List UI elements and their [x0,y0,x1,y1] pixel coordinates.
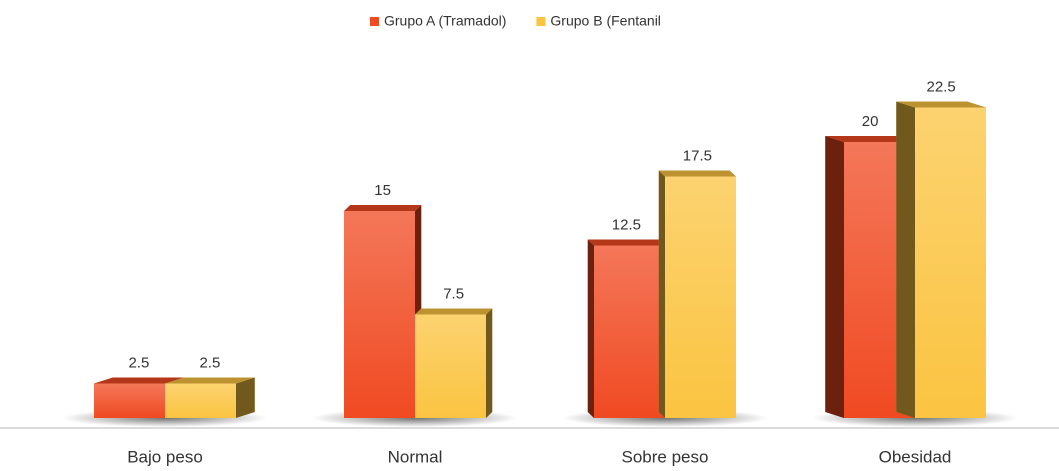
data-label: 7.5 [443,285,464,302]
bar-top-shade [94,377,184,384]
bar [415,308,493,418]
legend-label: Grupo A (Tramadol) [384,13,506,29]
bar-top-shade [165,377,255,384]
bar-top-shade [658,170,736,177]
bar-top [165,377,255,384]
bar-top [587,239,665,246]
data-label: 2.5 [199,354,220,371]
legend-label: Grupo B (Fentanil [550,13,661,29]
bar [587,239,665,418]
bar-side-shade [587,239,594,418]
x-tick-label: Bajo peso [127,447,203,466]
x-tick-label: Normal [388,447,443,466]
bar-top [825,136,915,142]
bar-top-shade [415,308,493,315]
bar-top [344,205,422,211]
data-label: 2.5 [128,354,149,371]
bar-shine [415,314,486,418]
bar-side-shade [486,308,493,418]
bar-top [658,170,736,177]
data-label: 22.5 [927,78,956,95]
bar [344,205,422,418]
bar-shine [165,383,236,418]
bar-top-shade [587,239,665,246]
bar-top [415,308,493,315]
bar-side-shade [896,101,915,418]
bar-top-shade [896,101,986,108]
legend: Grupo A (Tramadol) Grupo B (Fentanil [370,13,661,29]
bar-shine [594,245,665,418]
bar [165,377,255,418]
bar [896,101,986,418]
bar-shine [344,211,415,418]
bar-top-shade [344,205,422,211]
data-label: 17.5 [683,147,712,164]
legend-swatch [536,17,546,26]
data-label: 20 [862,113,879,130]
bar-side-shade [825,136,844,418]
legend-swatch [370,17,379,26]
bar-shine [915,107,986,418]
bar-shine [94,383,165,418]
bar-top-shade [825,136,915,142]
bar-side-shade [236,377,255,418]
data-label: 12.5 [612,216,641,233]
x-tick-label: Sobre peso [622,447,709,466]
data-label: 15 [374,182,391,199]
bar-shine [665,176,736,418]
bar-top [896,101,986,108]
bar [658,170,736,418]
bar-top [94,377,184,384]
x-tick-label: Obesidad [879,447,952,466]
bar-side-shade [658,170,665,418]
